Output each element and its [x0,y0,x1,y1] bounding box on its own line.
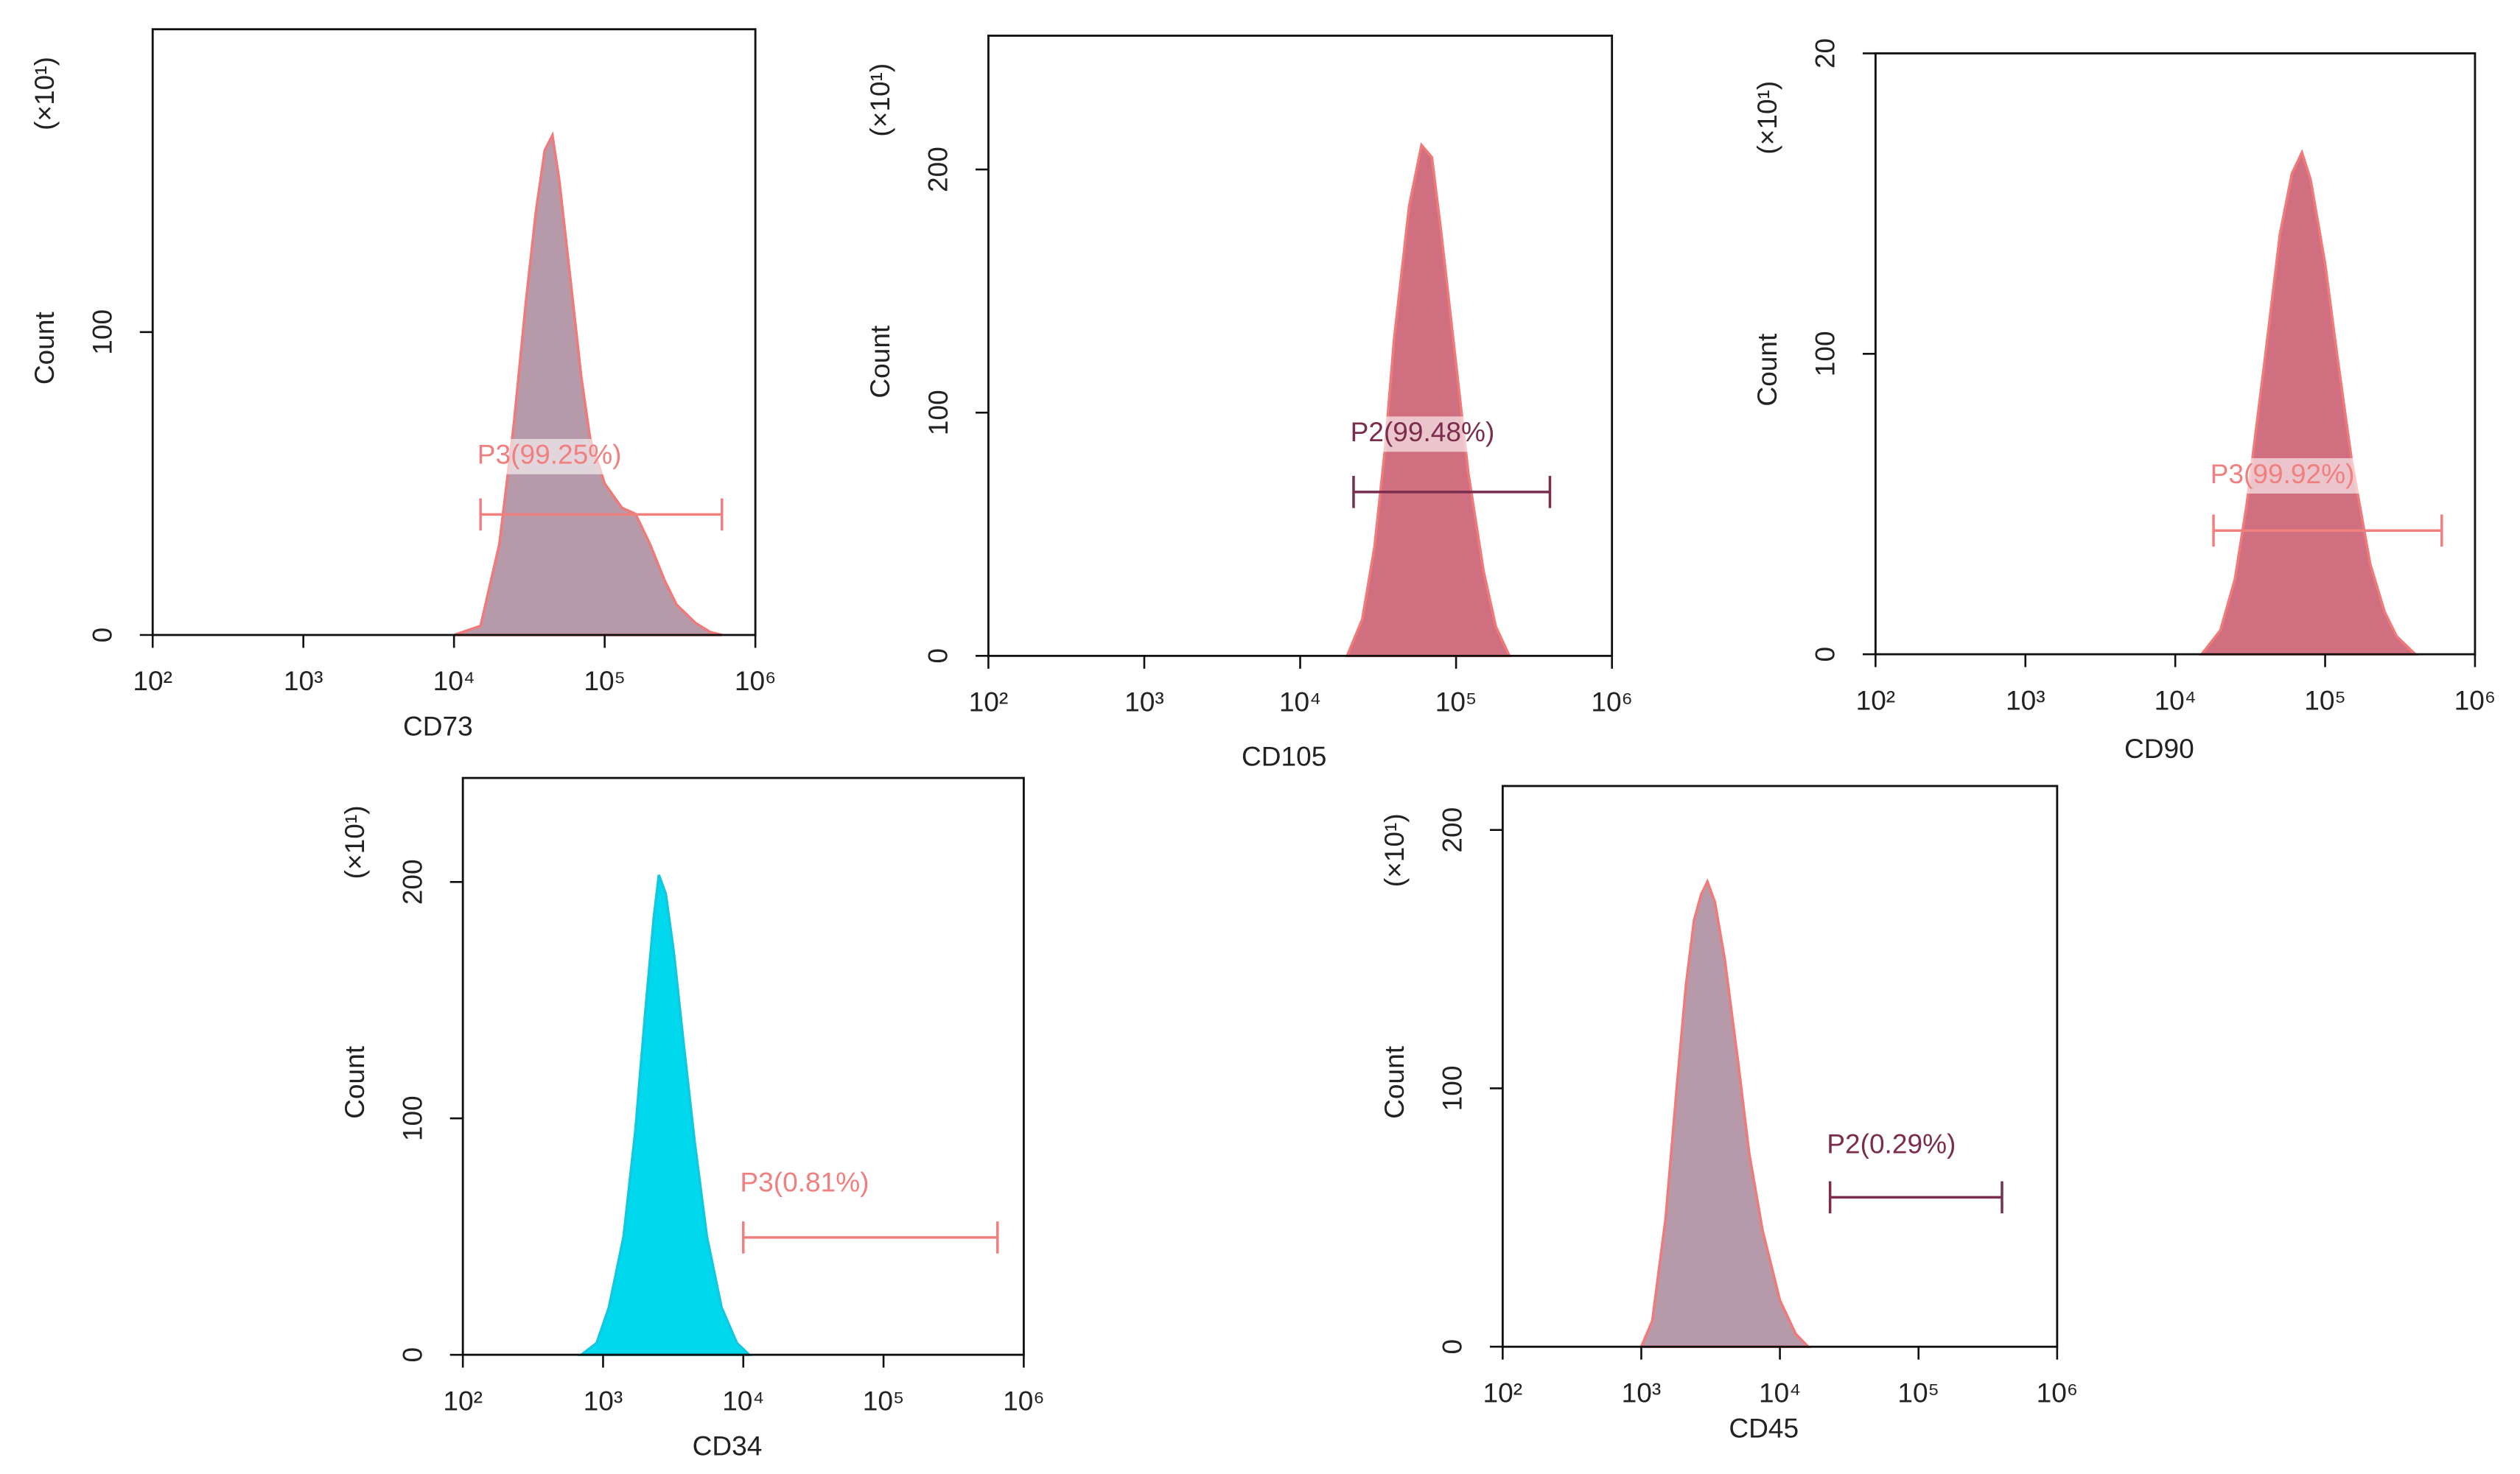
gate-label: P3(0.81%) [740,1167,869,1198]
plot-frame [151,28,757,636]
y-tick-label: 200 [1437,807,1468,853]
histogram-panel: 10² 10³ 10⁴ 10⁵ 10⁶ 0 100 20 Count (×10¹) CD90 P3(9… [1751,38,2496,764]
y-multiplier: (×10¹) [339,805,370,879]
gate-label: P2(0.29%) [1827,1128,1956,1159]
y-tick-label: 100 [1437,1066,1468,1112]
x-tick-label: 10³ [1124,687,1164,717]
y-multiplier: (×10¹) [1751,81,1782,155]
y-tick-label: 20 [1810,38,1841,69]
y-axis-label: Count [1379,1045,1410,1119]
gate-label-bg [2216,458,2439,494]
x-tick-label: 10⁵ [1435,687,1477,717]
y-axis-label: Count [29,312,60,385]
y-axis-label: Count [1751,333,1782,407]
plot-frame [461,776,1025,1356]
y-tick-label: 100 [1810,331,1841,376]
x-tick-label: 10⁶ [2037,1377,2078,1408]
gate-label: P3(99.92%) [2211,458,2355,489]
x-tick-label: 10³ [284,665,323,696]
x-tick-label: 10⁵ [863,1385,905,1416]
gate-label-bg [483,438,719,474]
plot-frame [1501,785,2059,1348]
x-axis-label: CD73 [403,710,473,741]
y-tick-label: 0 [1437,1339,1468,1355]
histogram-panel: 10² 10³ 10⁴ 10⁵ 10⁶ 0 100 200 Count (×10¹) CD45 P2(… [1379,785,2078,1443]
x-tick-label: 10⁶ [2454,684,2496,715]
x-axis-label: CD90 [2124,733,2194,764]
y-tick-label: 0 [87,628,118,643]
x-tick-label: 10² [1483,1377,1523,1408]
histogram-panel: 10² 10³ 10⁴ 10⁵ 10⁶ 0 100 200 Count (×10¹) CD105 P2… [864,35,1633,772]
x-tick-label: 10⁴ [433,665,475,696]
gate-label: P2(99.48%) [1351,416,1495,447]
y-multiplier: (×10¹) [1379,813,1410,887]
histogram-panel: 10² 10³ 10⁴ 10⁵ 10⁶ 0 100 Count (×10¹) CD73 P3(99.… [29,28,776,741]
x-tick-label: 10⁴ [1759,1377,1801,1408]
x-tick-label: 10³ [1622,1377,1662,1408]
plot-frame [1874,52,2477,656]
y-axis-label: Count [864,325,895,399]
x-tick-label: 10⁴ [722,1385,764,1416]
gate-label-bg [1357,416,1547,452]
gate-label-bg [746,1166,995,1202]
y-tick-label: 0 [397,1347,428,1363]
x-tick-label: 10⁵ [584,665,626,696]
plot-frame [987,35,1614,657]
y-tick-label: 200 [923,147,953,192]
x-tick-label: 10⁵ [2304,684,2346,715]
y-axis-label: Count [339,1045,370,1119]
y-tick-label: 100 [923,390,953,435]
x-axis-label: CD45 [1729,1412,1799,1443]
gate-label: P3(99.25%) [477,439,622,470]
histogram-area [1345,142,1512,658]
y-tick-label: 0 [923,648,953,664]
x-tick-label: 10³ [2006,684,2045,715]
x-tick-label: 10³ [584,1385,623,1416]
x-tick-label: 10⁵ [1897,1377,1939,1408]
gate-label-bg [1833,1128,1999,1164]
x-axis-label: CD105 [1242,741,1326,772]
x-tick-label: 10⁶ [735,665,776,696]
x-tick-label: 10⁴ [2155,684,2197,715]
x-axis-label: CD34 [693,1430,763,1461]
histogram-area [453,130,723,636]
x-tick-label: 10² [133,665,172,696]
histogram-panel: 10² 10³ 10⁴ 10⁵ 10⁶ 0 100 200 Count (×10¹) CD34 P3(… [339,776,1045,1461]
histogram-area [2199,149,2419,656]
y-tick-label: 100 [87,309,118,355]
y-tick-label: 200 [397,859,428,905]
x-tick-label: 10² [969,687,1009,717]
x-tick-label: 10⁶ [1591,687,1632,717]
y-tick-label: 100 [397,1095,428,1141]
histogram-area [1639,878,1812,1348]
x-tick-label: 10⁴ [1279,687,1321,717]
histogram-area [577,874,752,1356]
y-multiplier: (×10¹) [29,57,60,130]
y-multiplier: (×10¹) [864,63,895,137]
x-tick-label: 10⁶ [1003,1385,1044,1416]
x-tick-label: 10² [443,1385,483,1416]
y-tick-label: 0 [1810,647,1841,662]
x-tick-label: 10² [1856,684,1896,715]
